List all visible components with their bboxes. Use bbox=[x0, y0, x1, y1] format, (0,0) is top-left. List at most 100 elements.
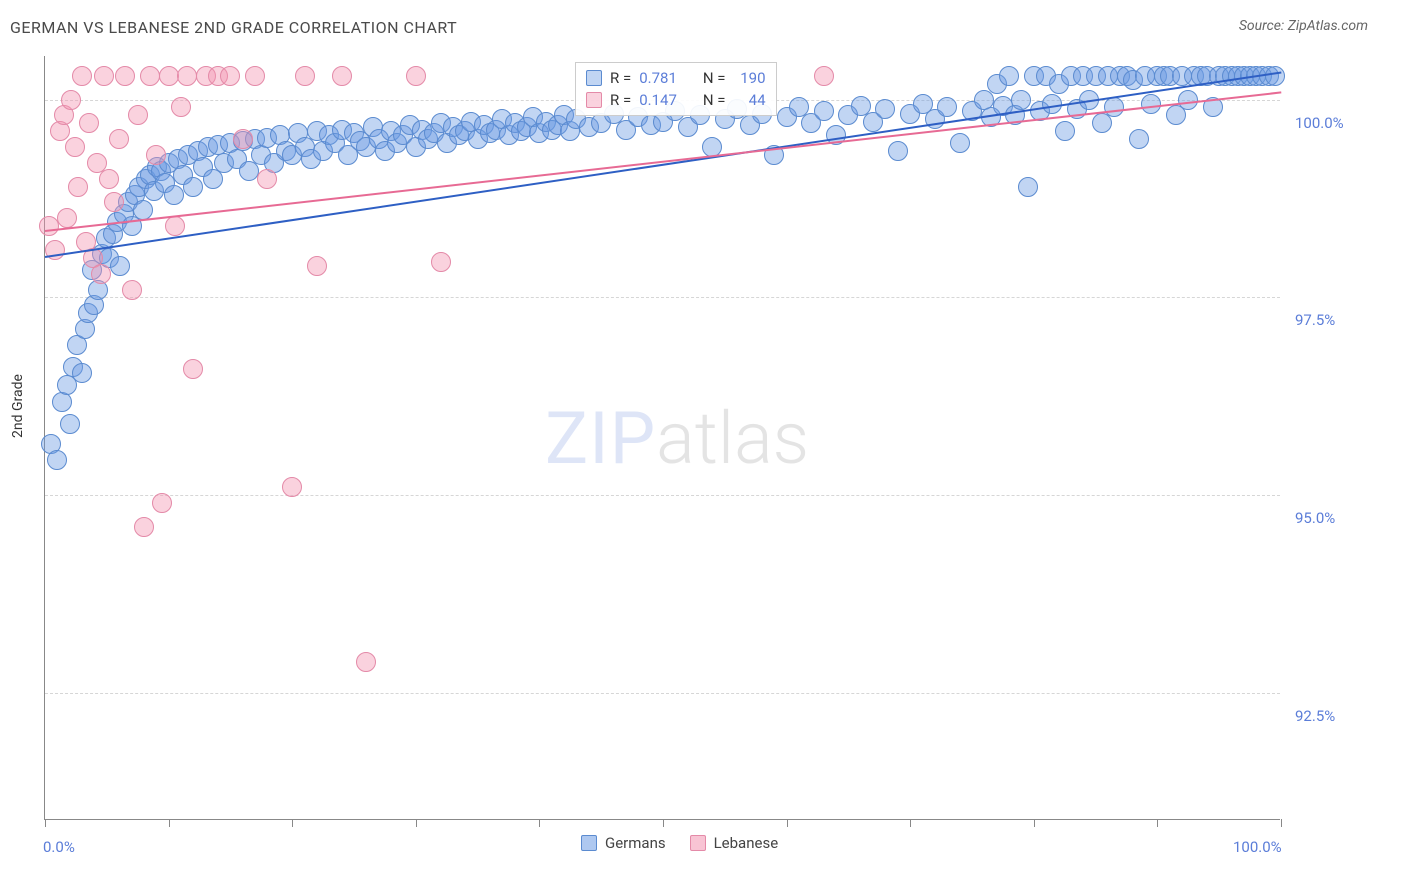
scatter-point bbox=[152, 493, 172, 513]
scatter-point bbox=[356, 652, 376, 672]
scatter-point bbox=[39, 216, 59, 236]
y-axis-label: 2nd Grade bbox=[10, 374, 26, 438]
scatter-point bbox=[72, 363, 92, 383]
legend-label: Lebanese bbox=[714, 834, 779, 852]
legend-item: Lebanese bbox=[690, 834, 779, 852]
x-tick-label: 100.0% bbox=[1233, 838, 1282, 856]
scatter-point bbox=[1178, 90, 1198, 110]
gridline-horizontal bbox=[45, 297, 1280, 298]
scatter-point bbox=[79, 113, 99, 133]
y-tick-label: 97.5% bbox=[1295, 311, 1335, 329]
chart-title: GERMAN VS LEBANESE 2ND GRADE CORRELATION… bbox=[10, 18, 457, 37]
scatter-point bbox=[875, 99, 895, 119]
x-tick bbox=[169, 819, 170, 827]
scatter-point bbox=[109, 129, 129, 149]
stat-n-value: 44 bbox=[734, 91, 766, 109]
x-tick bbox=[416, 819, 417, 827]
stat-n-label: N = bbox=[703, 91, 726, 109]
chart-header: GERMAN VS LEBANESE 2ND GRADE CORRELATION… bbox=[10, 18, 1396, 42]
scatter-point bbox=[159, 66, 179, 86]
scatter-point bbox=[1018, 177, 1038, 197]
scatter-point bbox=[47, 450, 67, 470]
legend: Germans Lebanese bbox=[581, 834, 778, 852]
scatter-point bbox=[1055, 121, 1075, 141]
scatter-point bbox=[1129, 129, 1149, 149]
scatter-point bbox=[61, 90, 81, 110]
scatter-point bbox=[814, 66, 834, 86]
stat-r-label: R = bbox=[610, 91, 631, 109]
x-tick bbox=[787, 819, 788, 827]
x-tick bbox=[45, 819, 46, 827]
x-tick bbox=[1034, 819, 1035, 827]
x-tick bbox=[539, 819, 540, 827]
legend-swatch bbox=[690, 835, 706, 851]
legend-item: Germans bbox=[581, 834, 666, 852]
scatter-point bbox=[307, 256, 327, 276]
stat-r-label: R = bbox=[610, 69, 631, 87]
gridline-horizontal bbox=[45, 495, 1280, 496]
scatter-point bbox=[1265, 66, 1285, 86]
scatter-point bbox=[128, 105, 148, 125]
scatter-point bbox=[950, 133, 970, 153]
legend-swatch bbox=[586, 92, 602, 108]
scatter-point bbox=[140, 66, 160, 86]
chart-source: Source: ZipAtlas.com bbox=[1239, 18, 1368, 34]
scatter-point bbox=[245, 66, 265, 86]
scatter-point bbox=[99, 169, 119, 189]
stats-row: R = 0.781 N = 190 bbox=[586, 67, 766, 89]
correlation-stats-box: R = 0.781 N = 190 R = 0.147 N = 44 bbox=[575, 62, 777, 116]
scatter-point bbox=[122, 280, 142, 300]
scatter-point bbox=[72, 66, 92, 86]
y-tick-label: 92.5% bbox=[1295, 707, 1335, 725]
scatter-point bbox=[115, 66, 135, 86]
scatter-point bbox=[60, 414, 80, 434]
x-tick bbox=[1281, 819, 1282, 827]
scatter-point bbox=[282, 477, 302, 497]
scatter-point bbox=[233, 129, 253, 149]
gridline-horizontal bbox=[45, 693, 1280, 694]
chart-plot-area: ZIPatlas 92.5%95.0%97.5%100.0%0.0%100.0%… bbox=[44, 56, 1280, 820]
scatter-point bbox=[57, 208, 77, 228]
legend-label: Germans bbox=[605, 834, 666, 852]
scatter-point bbox=[94, 66, 114, 86]
scatter-point bbox=[110, 256, 130, 276]
scatter-point bbox=[999, 66, 1019, 86]
scatter-point bbox=[68, 177, 88, 197]
x-tick bbox=[663, 819, 664, 827]
y-tick-label: 95.0% bbox=[1295, 509, 1335, 527]
scatter-point bbox=[164, 185, 184, 205]
scatter-point bbox=[295, 66, 315, 86]
stat-n-value: 190 bbox=[734, 69, 766, 87]
scatter-point bbox=[146, 145, 166, 165]
scatter-point bbox=[177, 66, 197, 86]
x-tick bbox=[1157, 819, 1158, 827]
legend-swatch bbox=[581, 835, 597, 851]
scatter-point bbox=[134, 517, 154, 537]
x-tick bbox=[292, 819, 293, 827]
stat-n-label: N = bbox=[703, 69, 726, 87]
scatter-point bbox=[431, 252, 451, 272]
stats-row: R = 0.147 N = 44 bbox=[586, 89, 766, 111]
x-tick-label: 0.0% bbox=[43, 838, 75, 856]
scatter-point bbox=[1104, 97, 1124, 117]
scatter-point bbox=[332, 66, 352, 86]
watermark: ZIPatlas bbox=[545, 396, 809, 481]
stat-r-value: 0.147 bbox=[639, 91, 677, 109]
legend-swatch bbox=[586, 70, 602, 86]
scatter-point bbox=[183, 359, 203, 379]
x-tick bbox=[910, 819, 911, 827]
scatter-point bbox=[91, 264, 111, 284]
scatter-point bbox=[257, 169, 277, 189]
y-tick-label: 100.0% bbox=[1295, 114, 1344, 132]
scatter-point bbox=[1011, 90, 1031, 110]
scatter-point bbox=[406, 66, 426, 86]
scatter-point bbox=[65, 137, 85, 157]
scatter-point bbox=[220, 66, 240, 86]
scatter-point bbox=[171, 97, 191, 117]
stat-r-value: 0.781 bbox=[639, 69, 677, 87]
scatter-point bbox=[937, 97, 957, 117]
scatter-point bbox=[814, 101, 834, 121]
scatter-point bbox=[104, 192, 124, 212]
scatter-point bbox=[183, 177, 203, 197]
scatter-point bbox=[888, 141, 908, 161]
